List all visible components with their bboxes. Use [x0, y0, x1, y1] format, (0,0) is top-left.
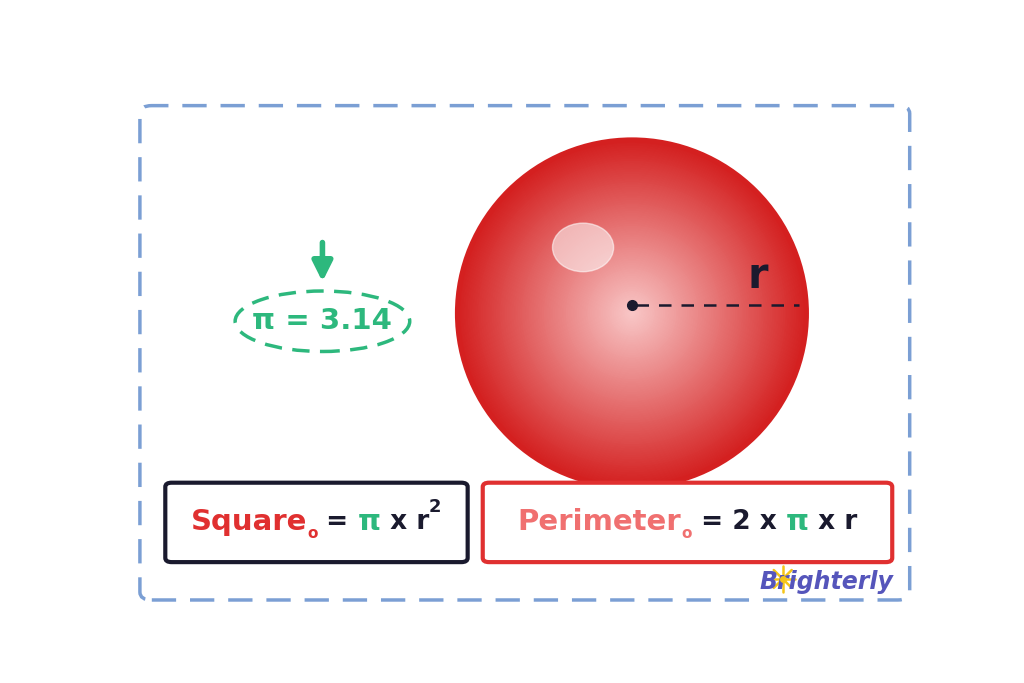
Ellipse shape: [514, 196, 750, 430]
Ellipse shape: [575, 257, 689, 370]
FancyBboxPatch shape: [165, 483, 468, 562]
Ellipse shape: [458, 140, 807, 487]
Ellipse shape: [493, 175, 772, 452]
Ellipse shape: [556, 238, 709, 389]
Ellipse shape: [549, 231, 715, 395]
Ellipse shape: [553, 235, 711, 391]
Ellipse shape: [538, 220, 726, 406]
Ellipse shape: [525, 207, 739, 419]
Ellipse shape: [624, 305, 641, 322]
Ellipse shape: [523, 205, 741, 422]
Ellipse shape: [562, 244, 701, 382]
Ellipse shape: [582, 264, 682, 363]
Ellipse shape: [487, 170, 776, 456]
Ellipse shape: [618, 301, 645, 326]
Ellipse shape: [543, 225, 722, 402]
Ellipse shape: [497, 179, 767, 448]
Ellipse shape: [591, 272, 674, 354]
Text: π: π: [357, 508, 381, 536]
Ellipse shape: [490, 172, 774, 454]
Text: Perimeter: Perimeter: [518, 508, 682, 536]
Text: π: π: [785, 508, 809, 536]
Ellipse shape: [580, 262, 684, 365]
Ellipse shape: [595, 277, 669, 350]
Ellipse shape: [588, 270, 676, 357]
Ellipse shape: [568, 251, 695, 376]
Text: o: o: [307, 526, 317, 541]
Ellipse shape: [630, 311, 634, 316]
Ellipse shape: [236, 291, 410, 352]
Ellipse shape: [621, 303, 643, 324]
Ellipse shape: [527, 209, 736, 417]
Ellipse shape: [464, 146, 800, 480]
Ellipse shape: [560, 242, 703, 385]
Ellipse shape: [483, 166, 780, 461]
FancyBboxPatch shape: [482, 483, 892, 562]
Ellipse shape: [603, 285, 660, 342]
Ellipse shape: [495, 177, 769, 450]
Ellipse shape: [626, 307, 639, 320]
Text: r: r: [748, 255, 768, 296]
Ellipse shape: [499, 181, 765, 446]
Text: = 2 x: = 2 x: [692, 509, 785, 535]
Text: x r: x r: [381, 509, 429, 535]
Ellipse shape: [601, 283, 663, 344]
Ellipse shape: [586, 268, 678, 359]
Ellipse shape: [628, 309, 636, 318]
Ellipse shape: [520, 203, 743, 424]
Ellipse shape: [460, 142, 804, 485]
Ellipse shape: [578, 259, 686, 367]
Ellipse shape: [593, 275, 671, 352]
Text: x r: x r: [809, 509, 857, 535]
Ellipse shape: [536, 218, 728, 409]
Ellipse shape: [477, 159, 786, 467]
Ellipse shape: [564, 246, 699, 380]
Ellipse shape: [597, 279, 667, 348]
Ellipse shape: [547, 229, 717, 398]
Ellipse shape: [485, 168, 778, 459]
Ellipse shape: [468, 151, 796, 476]
Ellipse shape: [566, 249, 697, 378]
Ellipse shape: [584, 266, 680, 361]
Ellipse shape: [612, 294, 651, 333]
Ellipse shape: [573, 255, 691, 372]
Ellipse shape: [518, 201, 745, 426]
Ellipse shape: [606, 288, 658, 339]
Ellipse shape: [608, 290, 656, 337]
Ellipse shape: [479, 161, 784, 465]
Ellipse shape: [541, 222, 724, 404]
Ellipse shape: [470, 153, 794, 474]
FancyBboxPatch shape: [140, 106, 909, 600]
Ellipse shape: [570, 253, 693, 374]
Ellipse shape: [462, 144, 802, 483]
Text: 2: 2: [429, 499, 441, 516]
Ellipse shape: [481, 164, 782, 463]
Ellipse shape: [475, 157, 790, 469]
Ellipse shape: [529, 212, 734, 415]
Ellipse shape: [534, 216, 730, 411]
Ellipse shape: [614, 296, 649, 331]
Ellipse shape: [503, 185, 761, 441]
Ellipse shape: [616, 298, 647, 329]
Text: Brighterly: Brighterly: [760, 570, 893, 594]
Ellipse shape: [551, 233, 713, 393]
Ellipse shape: [599, 281, 665, 346]
Ellipse shape: [553, 223, 613, 272]
Ellipse shape: [516, 198, 748, 428]
Ellipse shape: [508, 190, 757, 437]
Ellipse shape: [473, 155, 792, 472]
Ellipse shape: [510, 192, 754, 435]
Ellipse shape: [506, 188, 759, 439]
Ellipse shape: [545, 227, 719, 400]
Ellipse shape: [501, 183, 763, 443]
Text: =: =: [317, 509, 357, 535]
Text: Square: Square: [190, 508, 307, 536]
Ellipse shape: [512, 194, 752, 432]
Text: π = 3.14: π = 3.14: [253, 307, 392, 335]
Ellipse shape: [531, 214, 732, 413]
Ellipse shape: [610, 292, 653, 335]
Ellipse shape: [558, 240, 707, 387]
Ellipse shape: [466, 148, 798, 478]
Text: o: o: [682, 526, 692, 541]
